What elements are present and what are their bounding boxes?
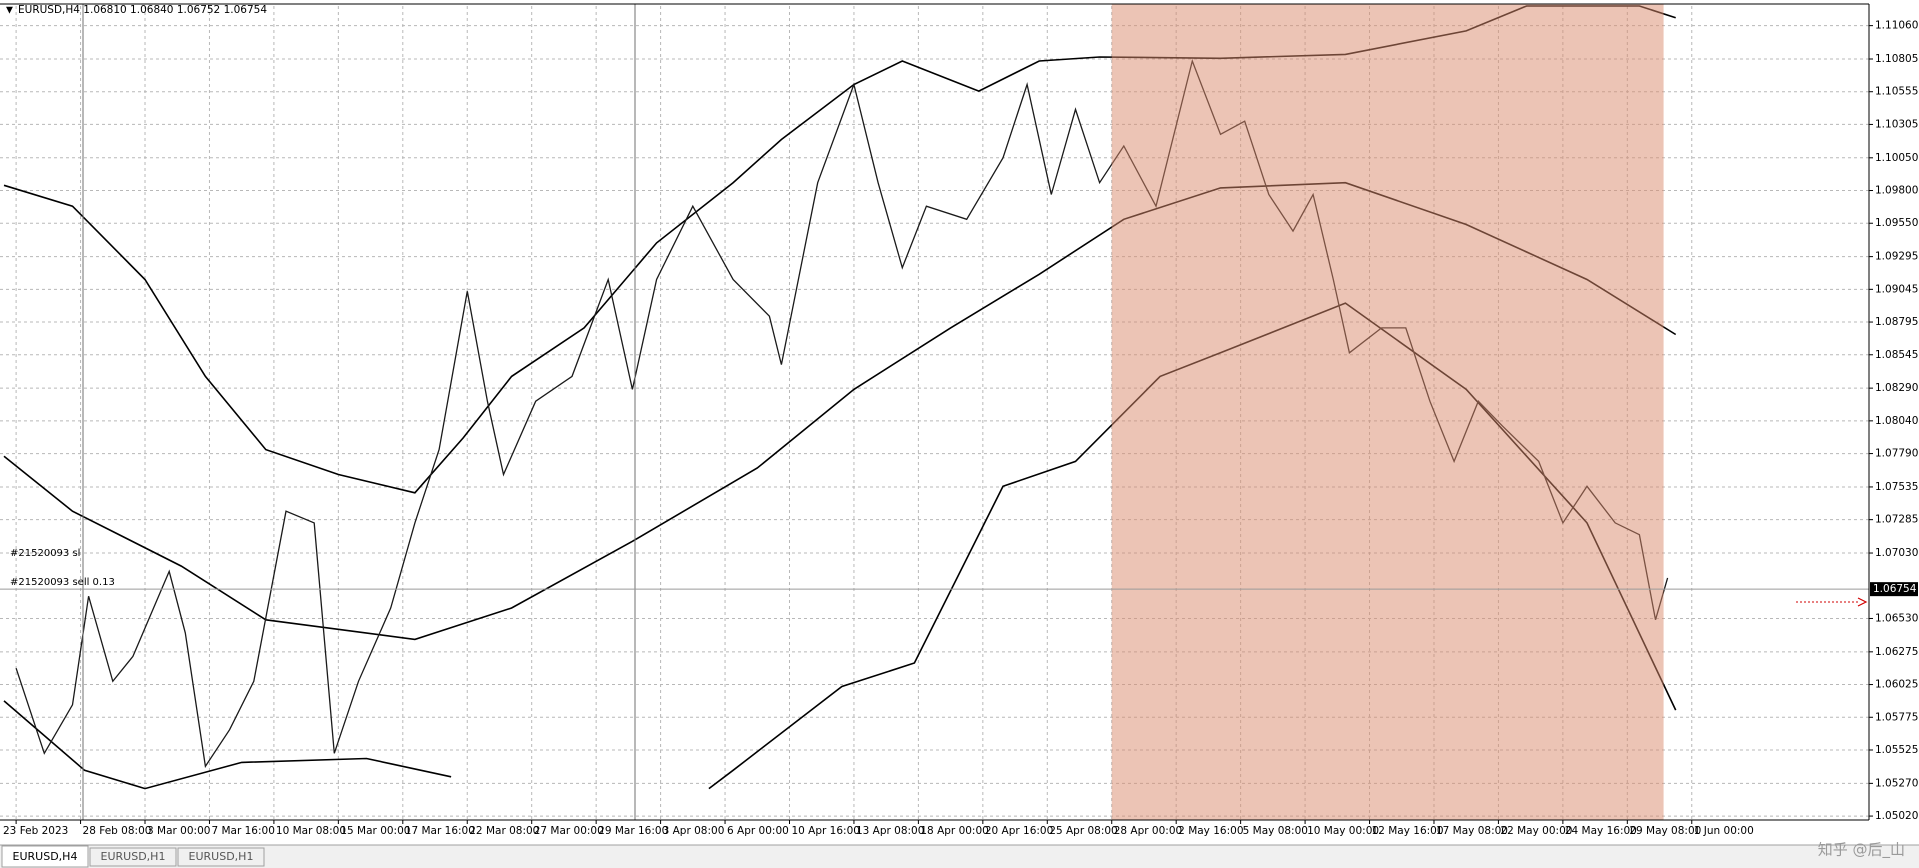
x-tick-label: 3 Apr 08:00 <box>663 825 725 837</box>
x-tick-label: 18 Apr 00:00 <box>920 825 988 837</box>
y-tick-label: 1.07535 <box>1875 481 1918 493</box>
y-tick-label: 1.10305 <box>1875 118 1918 130</box>
x-tick-label: 10 May 00:00 <box>1307 825 1379 837</box>
x-tick-label: 17 Mar 16:00 <box>405 825 475 837</box>
symbol-info: EURUSD,H4 1.06810 1.06840 1.06752 1.0675… <box>18 4 267 16</box>
x-tick-label: 28 Feb 08:00 <box>83 825 152 837</box>
x-tick-label: 7 Mar 16:00 <box>211 825 274 837</box>
x-tick-label: 22 Mar 08:00 <box>469 825 539 837</box>
x-tick-label: 6 Apr 00:00 <box>727 825 789 837</box>
x-tick-label: 5 May 08:00 <box>1243 825 1308 837</box>
x-tick-label: 10 Mar 08:00 <box>276 825 346 837</box>
order-annotation: #21520093 sl <box>10 548 80 559</box>
y-tick-label: 1.08795 <box>1875 316 1918 328</box>
x-tick-label: 3 Mar 00:00 <box>147 825 210 837</box>
x-tick-label: 15 Mar 00:00 <box>340 825 410 837</box>
y-tick-label: 1.05525 <box>1875 744 1918 756</box>
x-tick-label: 24 May 16:00 <box>1565 825 1637 837</box>
y-tick-label: 1.08545 <box>1875 349 1918 361</box>
x-tick-label: 29 Mar 16:00 <box>598 825 668 837</box>
x-tick-label: 17 May 08:00 <box>1436 825 1508 837</box>
y-tick-label: 1.05270 <box>1875 777 1918 789</box>
tab-bar <box>0 845 1919 868</box>
chart-tab[interactable] <box>1 845 89 868</box>
y-tick-label: 1.07285 <box>1875 514 1918 526</box>
x-tick-label: 28 Apr 00:00 <box>1114 825 1182 837</box>
y-tick-label: 1.10805 <box>1875 53 1918 65</box>
watermark: 知乎 @后_山 <box>1818 841 1905 860</box>
y-tick-label: 1.09550 <box>1875 217 1918 229</box>
y-tick-label: 1.07790 <box>1875 448 1918 460</box>
chart-tab-label[interactable]: EURUSD,H4 <box>13 850 78 863</box>
y-tick-label: 1.06025 <box>1875 679 1918 691</box>
y-tick-label: 1.09295 <box>1875 251 1918 263</box>
x-tick-label: 2 May 16:00 <box>1178 825 1243 837</box>
current-price-box <box>1870 582 1918 597</box>
trade-arrow-head <box>1857 597 1868 607</box>
y-tick-label: 1.09045 <box>1875 283 1918 295</box>
chart-tab[interactable] <box>89 847 177 867</box>
axis-layer: 1.11060 1.10805 1.10555 1.10305 1.10050 1.098… <box>0 20 1918 837</box>
y-tick-label: 1.11060 <box>1875 20 1918 32</box>
current-price-label: 1.06754 <box>1873 583 1917 595</box>
shaded-range <box>1111 4 1664 820</box>
x-tick-label: 12 May 16:00 <box>1372 825 1444 837</box>
y-tick-label: 1.09800 <box>1875 185 1918 197</box>
x-tick-label: 25 Apr 08:00 <box>1049 825 1117 837</box>
chart-tab-label[interactable]: EURUSD,H1 <box>189 850 254 863</box>
y-tick-label: 1.06530 <box>1875 612 1918 624</box>
x-tick-label: 20 Apr 16:00 <box>985 825 1053 837</box>
y-tick-label: 1.08040 <box>1875 415 1918 427</box>
shade-layer <box>1111 4 1664 820</box>
y-tick-label: 1.08290 <box>1875 382 1918 394</box>
x-tick-label: 22 May 00:00 <box>1500 825 1572 837</box>
x-tick-label: 23 Feb 2023 <box>3 825 68 837</box>
x-tick-label: 29 May 08:00 <box>1629 825 1701 837</box>
y-tick-label: 1.10555 <box>1875 86 1918 98</box>
y-tick-label: 1.07030 <box>1875 547 1918 559</box>
x-tick-label: 13 Apr 08:00 <box>856 825 924 837</box>
x-tick-label: 1 Jun 00:00 <box>1694 825 1754 837</box>
y-tick-label: 1.06275 <box>1875 646 1918 658</box>
x-tick-label: 27 Mar 00:00 <box>534 825 604 837</box>
chart-tab-label[interactable]: EURUSD,H1 <box>101 850 166 863</box>
x-tick-label: 10 Apr 16:00 <box>791 825 859 837</box>
tabs: EURUSD,H4 EURUSD,H1 EURUSD,H1 <box>1 845 265 868</box>
y-tick-label: 1.10050 <box>1875 152 1918 164</box>
y-tick-label: 1.05020 <box>1875 810 1918 822</box>
menu-arrow[interactable]: ▼ <box>6 6 13 16</box>
chart-tab[interactable] <box>177 847 265 867</box>
order-annotation: #21520093 sell 0.13 <box>10 577 115 588</box>
y-tick-label: 1.05775 <box>1875 711 1918 723</box>
